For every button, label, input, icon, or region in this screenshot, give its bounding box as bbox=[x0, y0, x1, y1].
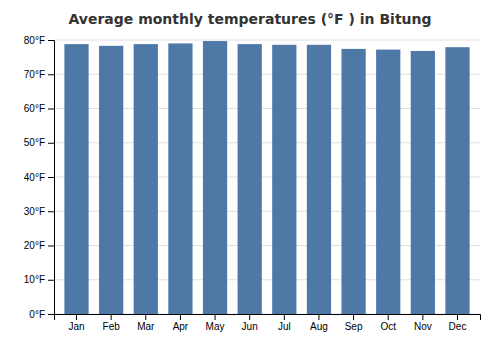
y-tick-mark bbox=[48, 109, 54, 110]
x-tick-mark bbox=[249, 314, 250, 320]
x-tick-mark bbox=[422, 314, 423, 320]
x-tick: Aug bbox=[310, 314, 328, 332]
y-tick-label: 40°F bbox=[24, 172, 45, 183]
x-tick-label: Dec bbox=[449, 321, 467, 332]
y-tick-mark bbox=[48, 246, 54, 247]
x-tick: Jan bbox=[68, 314, 84, 332]
y-tick-mark bbox=[48, 280, 54, 281]
bar bbox=[203, 41, 227, 314]
x-tick: Feb bbox=[103, 314, 121, 332]
grid bbox=[54, 40, 480, 314]
x-tick-mark bbox=[284, 314, 285, 320]
y-tick: 80°F bbox=[24, 35, 54, 46]
x-tick-mark bbox=[76, 314, 77, 320]
x-tick-mark bbox=[111, 314, 112, 320]
y-tick-mark bbox=[48, 211, 54, 212]
x-tick-label: Jul bbox=[278, 321, 291, 332]
x-tick: Sep bbox=[345, 314, 363, 332]
x-tick-label: Sep bbox=[345, 321, 363, 332]
grid-line bbox=[54, 40, 480, 41]
bar bbox=[411, 51, 435, 314]
y-tick-label: 50°F bbox=[24, 137, 45, 148]
y-axis-line bbox=[48, 41, 55, 315]
bar bbox=[272, 45, 296, 314]
y-tick: 30°F bbox=[24, 206, 54, 217]
x-tick-label: Feb bbox=[103, 321, 121, 332]
y-tick-label: 30°F bbox=[24, 206, 45, 217]
bar bbox=[307, 45, 331, 314]
x-tick-mark bbox=[215, 314, 216, 320]
x-tick-label: Nov bbox=[414, 321, 432, 332]
x-tick: Jul bbox=[278, 314, 291, 332]
y-tick: 60°F bbox=[24, 103, 54, 114]
bar bbox=[134, 44, 158, 314]
x-tick-label: Apr bbox=[173, 321, 189, 332]
y-tick: 40°F bbox=[24, 172, 54, 183]
y-tick: 20°F bbox=[24, 240, 54, 251]
x-tick: Dec bbox=[449, 314, 467, 332]
bar bbox=[64, 44, 88, 314]
y-tick: 0°F bbox=[29, 309, 54, 320]
y-tick-label: 60°F bbox=[24, 103, 45, 114]
x-tick-label: Mar bbox=[137, 321, 155, 332]
y-tick-label: 70°F bbox=[24, 69, 45, 80]
x-tick: May bbox=[206, 314, 225, 332]
bar bbox=[168, 43, 192, 314]
y-tick-mark bbox=[48, 74, 54, 75]
y-tick-mark bbox=[48, 177, 54, 178]
x-tick-mark bbox=[180, 314, 181, 320]
x-tick-label: Jun bbox=[242, 321, 258, 332]
y-axis: 0°F 10°F 20°F 30°F 40°F 50°F 60°F 70°F 80°F bbox=[24, 35, 55, 320]
y-tick-label: 20°F bbox=[24, 240, 45, 251]
y-tick-mark bbox=[48, 314, 54, 315]
plot: 0°F 10°F 20°F 30°F 40°F 50°F 60°F 70°F 80°F Jan Fe… bbox=[24, 35, 481, 332]
x-tick-mark bbox=[145, 314, 146, 320]
x-tick: Oct bbox=[380, 314, 396, 332]
x-tick-mark bbox=[353, 314, 354, 320]
bar bbox=[99, 46, 123, 314]
bar bbox=[376, 50, 400, 314]
bar bbox=[341, 49, 365, 314]
x-tick-mark bbox=[318, 314, 319, 320]
y-tick-mark bbox=[48, 143, 54, 144]
y-tick: 10°F bbox=[24, 274, 54, 285]
x-tick: Mar bbox=[137, 314, 155, 332]
x-tick-mark bbox=[388, 314, 389, 320]
x-tick-label: May bbox=[206, 321, 225, 332]
x-tick: Apr bbox=[173, 314, 189, 332]
x-tick-label: Aug bbox=[310, 321, 328, 332]
x-axis: Jan Feb Mar Apr May Jun Jul Aug Sep Oct Nov Dec bbox=[55, 314, 481, 332]
x-tick-label: Jan bbox=[68, 321, 84, 332]
bar bbox=[445, 47, 469, 314]
y-tick: 70°F bbox=[24, 69, 54, 80]
x-tick-mark bbox=[457, 314, 458, 320]
x-tick-label: Oct bbox=[380, 321, 396, 332]
y-tick-mark bbox=[48, 40, 54, 41]
y-tick: 50°F bbox=[24, 137, 54, 148]
y-tick-label: 10°F bbox=[24, 274, 45, 285]
bars bbox=[64, 41, 469, 314]
x-tick: Jun bbox=[242, 314, 258, 332]
x-axis-line bbox=[55, 315, 481, 321]
title: Average monthly temperatures (°F ) in Bi… bbox=[68, 11, 431, 27]
x-tick: Nov bbox=[414, 314, 432, 332]
bar bbox=[238, 44, 262, 314]
y-tick-label: 0°F bbox=[29, 309, 45, 320]
y-tick-label: 80°F bbox=[24, 35, 45, 46]
chart: 0°F 10°F 20°F 30°F 40°F 50°F 60°F 70°F 80°F Jan Fe… bbox=[0, 0, 500, 350]
